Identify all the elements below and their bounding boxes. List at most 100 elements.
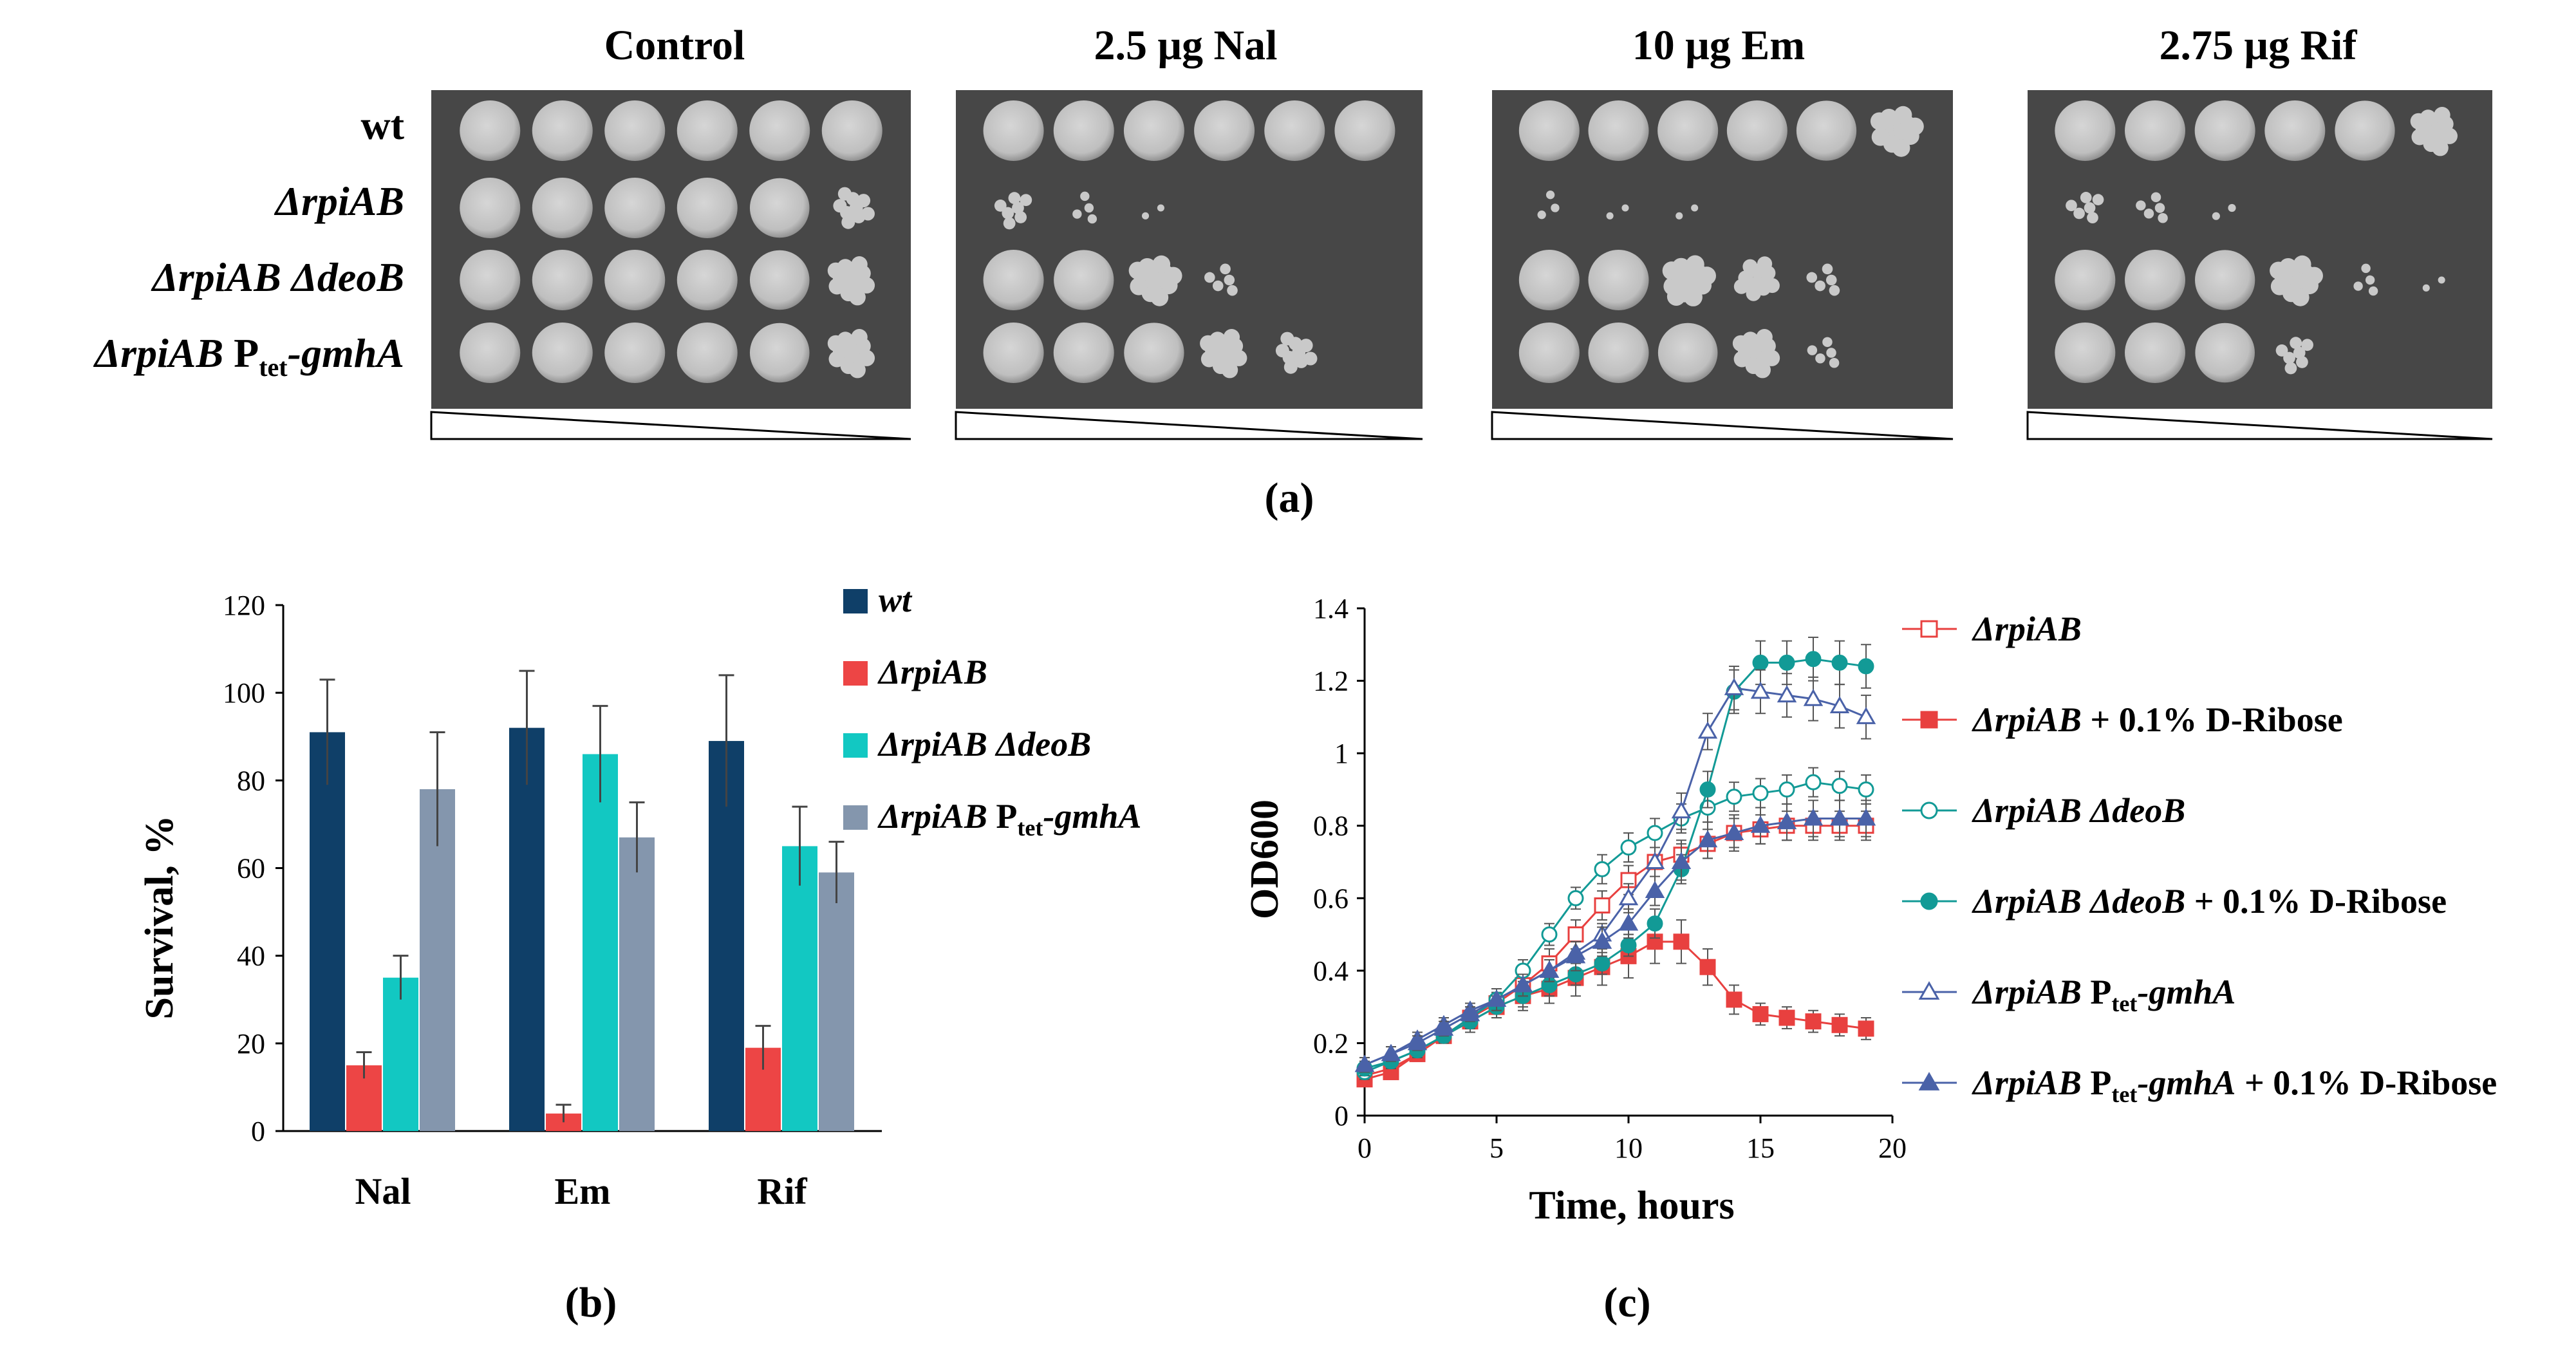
colony-dot xyxy=(1691,204,1699,212)
legend-label-rpiab: ΔrpiAB xyxy=(877,653,987,691)
colony-dot xyxy=(2136,200,2146,211)
colony-dot xyxy=(2305,267,2323,285)
colony-dot xyxy=(1537,211,1546,220)
colony-dot xyxy=(1666,287,1686,306)
growth-x-tick-label: 0 xyxy=(1358,1132,1372,1164)
circle-marker xyxy=(1858,658,1874,675)
growth-series-line xyxy=(1364,687,1867,1066)
triangle-marker xyxy=(1645,852,1665,869)
square-marker xyxy=(1831,1016,1848,1033)
colony-dot xyxy=(2270,277,2289,295)
survival-bar xyxy=(583,754,618,1131)
colony-spot xyxy=(532,100,593,161)
colony-spot xyxy=(677,250,738,310)
growth-x-axis-title: Time, hours xyxy=(1529,1184,1734,1228)
circle-marker xyxy=(1831,654,1848,671)
legend-swatch-wt xyxy=(843,589,868,613)
colony-dot xyxy=(1815,280,1825,292)
growth-x-tick-label: 5 xyxy=(1489,1132,1504,1164)
colony-dot xyxy=(1204,272,1215,283)
colony-spot xyxy=(2264,100,2326,161)
panel-label-c: (c) xyxy=(1603,1279,1650,1326)
triangle-marker xyxy=(1750,681,1771,699)
colony-spot xyxy=(1518,100,1580,161)
triangle-marker xyxy=(1697,830,1718,848)
strain-label-rpiab-gmha: ΔrpiAB Ptet-gmhA xyxy=(93,330,404,382)
colony-dot xyxy=(1906,117,1924,136)
colony-spot xyxy=(983,323,1044,383)
growth-y-tick-label: 0.6 xyxy=(1313,883,1349,914)
survival-category-label: Rif xyxy=(757,1170,807,1212)
legend-swatch-rpiab-gmha xyxy=(843,805,868,830)
colony-dot xyxy=(2080,192,2092,203)
colony-spot xyxy=(1264,100,1325,161)
colony-spot xyxy=(460,323,521,383)
triangle-marker xyxy=(1592,931,1612,949)
agar-plates xyxy=(430,90,2493,440)
triangle-marker xyxy=(1671,801,1692,819)
survival-y-tick-label: 40 xyxy=(237,941,265,972)
colony-dot xyxy=(1020,194,1032,207)
colony-dot xyxy=(1686,255,1704,274)
survival-bar xyxy=(782,846,817,1131)
panel-c-growth-chart: 0 0.2 0.4 0.6 0.8 1 1.2 1.4 0 5 10 15 20 Time, hours… xyxy=(1243,593,2497,1326)
colony-spot xyxy=(1518,323,1580,383)
colony-spot xyxy=(2194,100,2255,161)
colony-dot xyxy=(2066,200,2077,212)
colony-dot xyxy=(1675,212,1683,220)
triangle-marker xyxy=(1724,678,1744,695)
circle-marker xyxy=(1726,789,1742,805)
survival-y-tick-label: 20 xyxy=(237,1028,265,1060)
colony-spot xyxy=(749,250,810,310)
triangle-marker xyxy=(1918,1072,1940,1090)
colony-dot xyxy=(1806,272,1818,283)
colony-spot xyxy=(2125,250,2185,310)
circle-marker xyxy=(1699,781,1716,798)
colony-spot xyxy=(460,178,521,238)
triangle-marker xyxy=(1565,946,1586,964)
circle-marker xyxy=(1752,785,1769,801)
colony-dot xyxy=(1200,335,1217,352)
legend-label-rpiab-deob: ΔrpiAB ΔdeoB xyxy=(877,725,1091,763)
triangle-marker xyxy=(1513,975,1533,993)
colony-spot xyxy=(2055,323,2116,383)
colony-dot xyxy=(1697,267,1716,285)
triangle-marker xyxy=(1407,1033,1428,1051)
circle-marker xyxy=(1752,654,1769,671)
colony-dot xyxy=(1822,337,1833,348)
square-marker xyxy=(1920,711,1938,729)
colony-dot xyxy=(1894,106,1912,124)
triangle-marker xyxy=(1856,707,1876,724)
circle-marker xyxy=(1778,654,1795,671)
colony-dot xyxy=(1130,277,1148,295)
square-marker xyxy=(1858,1020,1874,1037)
colony-spot xyxy=(1124,323,1184,383)
dilution-wedge xyxy=(1491,411,1954,440)
legend-label-c-rpiab-gmha: ΔrpiAB Ptet-gmhA xyxy=(1972,973,2235,1016)
colony-dot xyxy=(828,351,845,368)
colony-dot xyxy=(1087,214,1097,224)
colony-dot xyxy=(2411,129,2428,145)
triangle-marker xyxy=(1433,1018,1454,1036)
triangle-marker xyxy=(1750,816,1771,833)
square-marker xyxy=(1920,620,1938,638)
condition-title-nal: 2.5 μg Nal xyxy=(1094,22,1278,69)
colony-spot xyxy=(677,178,738,238)
colony-spot xyxy=(2055,250,2116,310)
circle-marker xyxy=(1920,801,1938,819)
colony-dot xyxy=(1733,279,1750,294)
colony-dot xyxy=(837,187,852,201)
colony-dot xyxy=(1807,345,1818,355)
triangle-marker xyxy=(1829,696,1850,713)
colony-spot xyxy=(604,323,666,383)
growth-y-tick-label: 0.4 xyxy=(1313,955,1349,987)
square-marker xyxy=(1805,1013,1822,1030)
square-marker xyxy=(1699,959,1716,975)
survival-bar xyxy=(819,872,854,1131)
colony-spot xyxy=(532,178,593,238)
colony-dot xyxy=(2291,288,2310,306)
colony-dot xyxy=(861,207,875,221)
colony-dot xyxy=(833,199,847,213)
colony-dot xyxy=(2290,337,2302,350)
colony-dot xyxy=(1141,212,1150,220)
